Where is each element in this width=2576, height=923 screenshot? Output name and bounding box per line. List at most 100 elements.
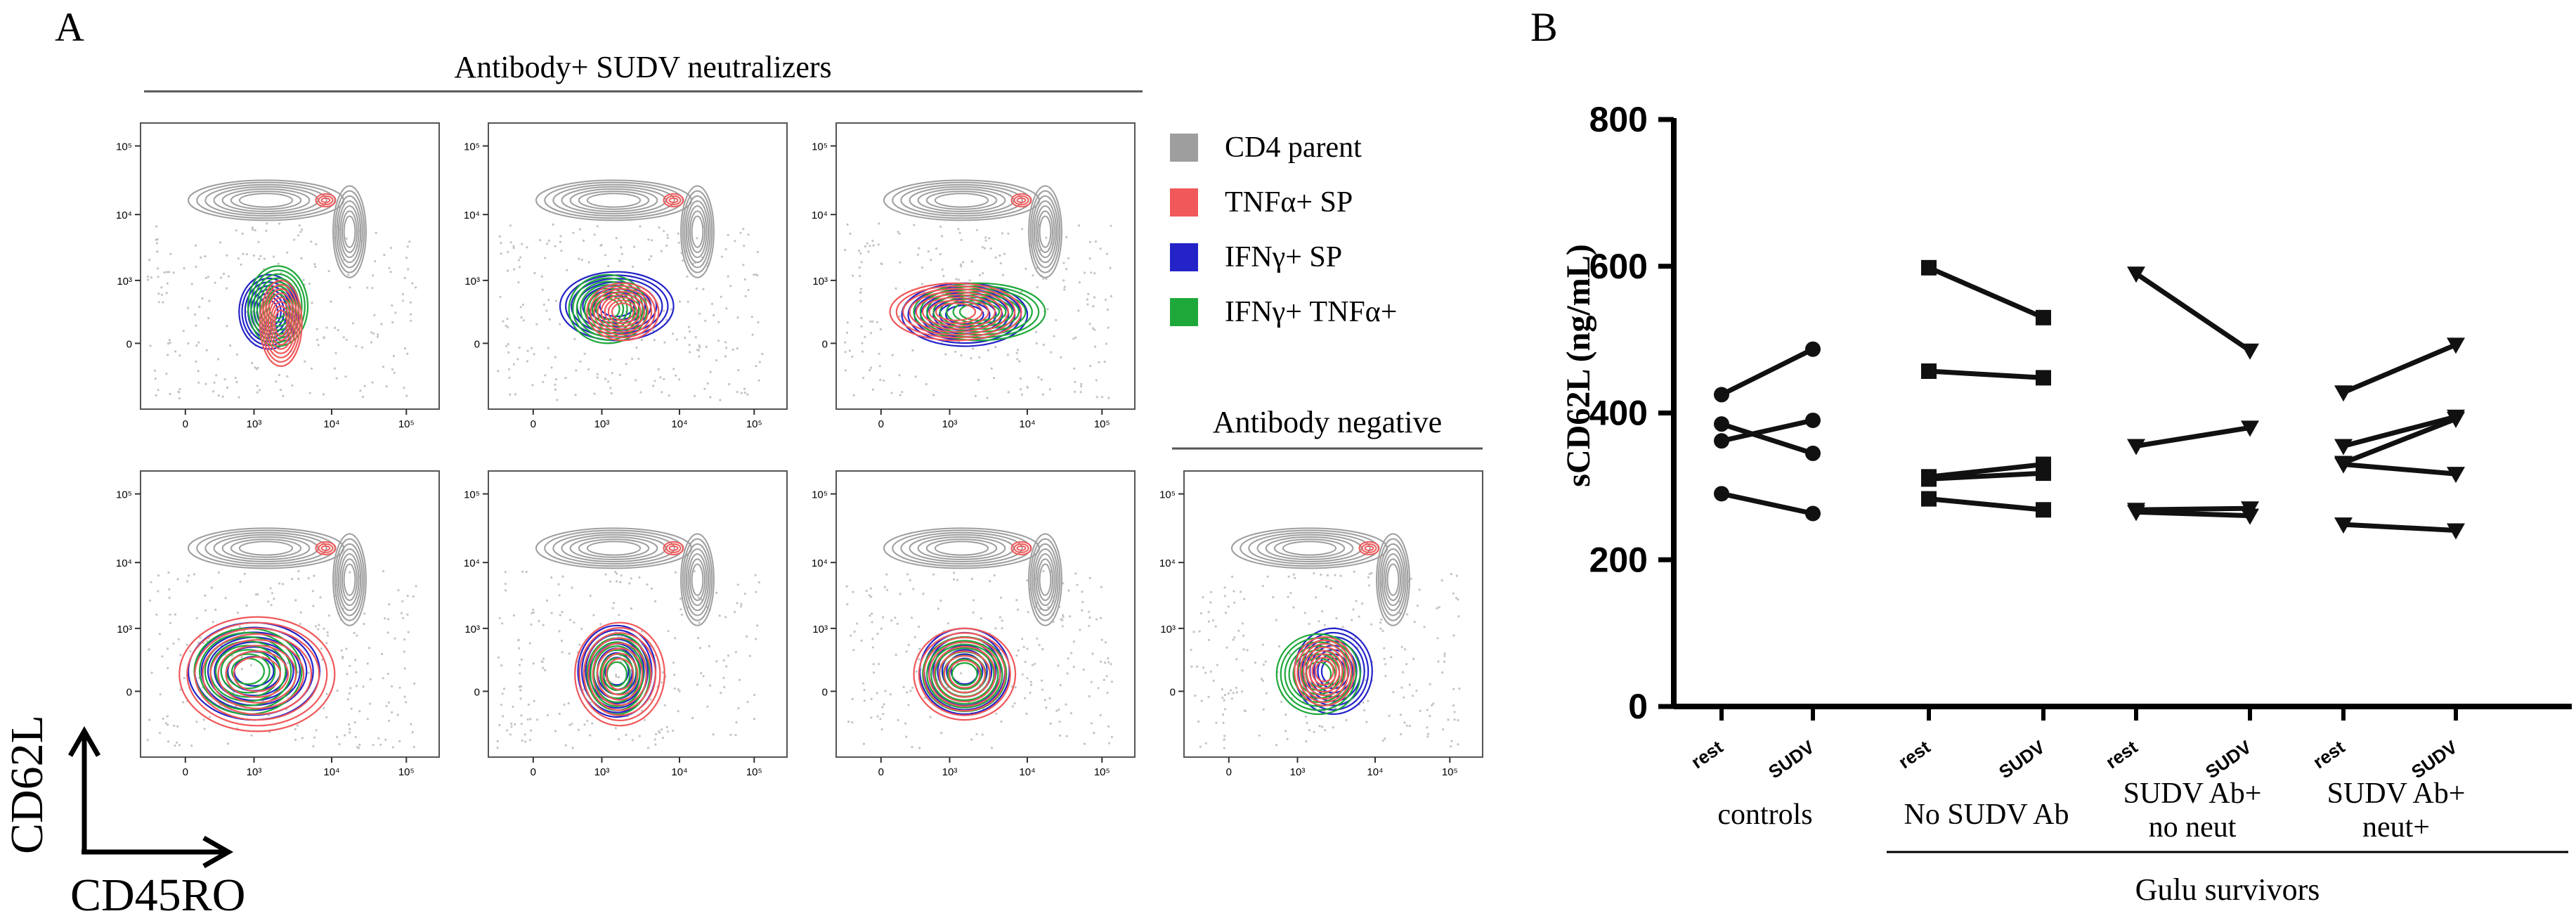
scatter-dot (159, 693, 162, 696)
population-contour (318, 543, 334, 553)
scatter-dot (937, 607, 939, 610)
scatter-dot (883, 703, 885, 706)
scatter-dot (746, 635, 748, 638)
scatter-dot (301, 228, 304, 231)
scatter-dot (530, 347, 533, 349)
scatter-dot (1455, 597, 1458, 600)
scatter-dot (146, 276, 149, 278)
scatter-dot (569, 619, 572, 621)
scatter-dot (153, 369, 156, 372)
scatter-dot (663, 341, 666, 344)
scatter-dot (717, 340, 720, 342)
scatter-dot (564, 377, 567, 380)
scatter-dot (1088, 610, 1091, 613)
scatter-dot (911, 686, 914, 689)
scatter-dot (412, 595, 415, 598)
scatter-dot (882, 616, 885, 619)
scatter-dot (984, 239, 987, 242)
scatter-dot (564, 744, 567, 747)
flow-plot-frame (140, 122, 440, 410)
scatter-dot (325, 692, 328, 695)
scatter-dot (148, 718, 151, 721)
scatter-dot (370, 341, 372, 344)
scatter-dot (1261, 679, 1264, 682)
scatter-dot (1021, 673, 1024, 676)
scatter-dot (720, 255, 724, 258)
population-contour (217, 645, 297, 704)
scatter-dot (755, 365, 757, 368)
scatter-dot (1266, 575, 1269, 578)
population-contour (935, 302, 977, 321)
population-contour (1364, 545, 1374, 551)
scatter-dot (517, 281, 520, 284)
scatter-dot (860, 325, 863, 328)
scatter-dot (1065, 268, 1068, 271)
group-label-ab-no-neut-line2: no neut (2149, 811, 2237, 844)
population-contour (603, 657, 631, 691)
flow-y-tick-label: 10³ (464, 276, 480, 288)
scatter-dot (1088, 257, 1091, 260)
scatter-dot (518, 266, 521, 269)
scatter-dot (736, 316, 739, 319)
scatter-dot (1063, 288, 1066, 291)
scatter-dot (665, 244, 668, 247)
scatter-dot (1036, 285, 1039, 289)
scatter-dot (195, 324, 197, 327)
scatter-dot (411, 731, 414, 734)
flow-plot-frame (140, 470, 440, 758)
scatter-dot (512, 247, 515, 250)
population-contour (597, 647, 644, 701)
scatter-dot (1277, 645, 1281, 648)
paired-line (2343, 414, 2457, 448)
scatter-dot (1353, 570, 1355, 573)
scatter-dot (391, 746, 394, 749)
scatter-dot (559, 614, 561, 617)
scatter-dot (502, 715, 505, 718)
scatter-dot (911, 349, 914, 352)
scatter-dot (1447, 718, 1450, 721)
scatter-dot (591, 722, 594, 725)
scatter-dot (918, 747, 921, 749)
scatter-dot (589, 701, 592, 704)
scatter-dot (663, 704, 666, 706)
parent-contour (1273, 538, 1346, 558)
population-contour (265, 292, 297, 354)
population-contour (178, 616, 336, 732)
scatter-dot (860, 316, 863, 319)
population-contour (952, 299, 1007, 325)
scatter-dot (291, 578, 294, 581)
scatter-dot (195, 721, 198, 723)
scatter-dot (650, 255, 653, 258)
population-contour (590, 285, 656, 339)
scatter-dot (323, 336, 325, 339)
flow-y-tick-label: 0 (1170, 686, 1176, 698)
y-tick-label: 0 (1628, 687, 1648, 726)
scatter-dot (1104, 661, 1107, 664)
scatter-dot (240, 656, 243, 659)
scatter-dot (876, 633, 879, 635)
scatter-dot (1034, 662, 1036, 665)
population-contour (593, 288, 653, 336)
scatter-dot (697, 637, 700, 640)
scatter-dot (680, 613, 684, 616)
scatter-dot (393, 637, 396, 640)
scatter-dot (844, 351, 847, 354)
scatter-dot (1360, 602, 1364, 605)
scatter-dot (361, 395, 364, 399)
legend-label-tnf-sp: TNFα+ SP (1225, 186, 1353, 219)
scatter-dot (522, 319, 525, 322)
scatter-dot (713, 314, 715, 317)
scatter-dot (393, 371, 396, 374)
population-contour (922, 297, 989, 328)
scatter-dot (907, 704, 910, 706)
scatter-dot (1079, 391, 1082, 394)
scatter-dot (687, 325, 690, 328)
scatter-dot (689, 330, 691, 333)
scatter-dot (619, 581, 622, 583)
scatter-dot (890, 392, 893, 394)
scatter-dot (212, 390, 215, 393)
scatter-dot (149, 344, 152, 347)
paired-line (1928, 368, 2044, 380)
scatter-dot (725, 307, 728, 310)
scatter-dot (703, 387, 706, 390)
